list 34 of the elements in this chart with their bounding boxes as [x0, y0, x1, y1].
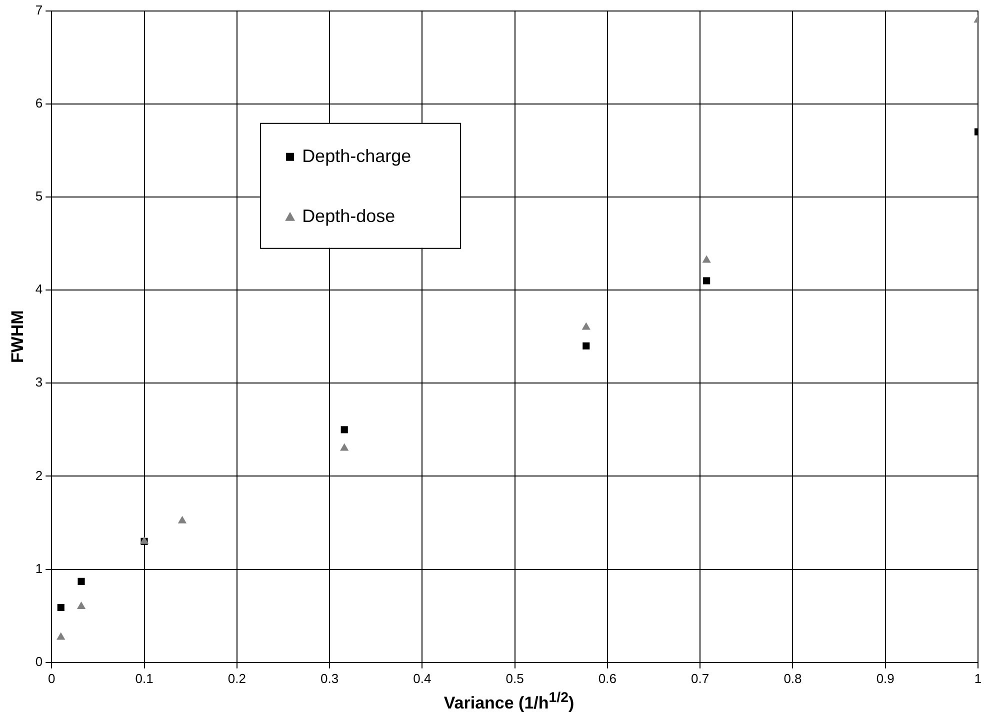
point	[703, 277, 710, 284]
y-tick-label: 7	[35, 2, 43, 18]
point	[340, 443, 349, 451]
y-tick-label: 4	[35, 282, 43, 297]
legend-label: Depth-charge	[302, 146, 412, 166]
point	[340, 426, 348, 434]
x-tick-label: 0.6	[598, 670, 616, 686]
point	[56, 632, 66, 640]
point	[178, 516, 187, 524]
y-axis-title: FWHM	[8, 310, 27, 364]
legend-label: Depth-dose	[302, 206, 396, 226]
x-tick-label: 0.1	[135, 670, 154, 686]
y-tick-label: 0	[35, 654, 43, 669]
point	[57, 604, 64, 612]
x-tick-label: 0.5	[506, 670, 524, 686]
y-tick-label: 2	[35, 468, 43, 483]
y-tick-label: 3	[35, 374, 43, 390]
x-tick-label: 0.9	[876, 670, 894, 686]
x-tick-label: 0.8	[784, 670, 802, 686]
y-tick-label: 5	[35, 188, 43, 204]
point	[702, 255, 711, 263]
point	[582, 322, 590, 330]
x-tick-label: 0	[48, 670, 56, 686]
y-tick-label: 1	[35, 560, 43, 576]
point	[78, 578, 85, 585]
point	[76, 602, 86, 610]
x-tick-label: 0.7	[691, 670, 710, 686]
x-axis-title: Variance (1/h$^{1/2}$)	[442, 690, 576, 714]
point	[582, 342, 590, 350]
x-tick-label: 0.2	[228, 670, 246, 686]
x-tick-label: 0.3	[320, 670, 339, 686]
x-tick-label: 0.4	[413, 670, 432, 686]
x-tick-label: 1	[974, 670, 982, 686]
y-tick-label: 6	[35, 95, 43, 110]
